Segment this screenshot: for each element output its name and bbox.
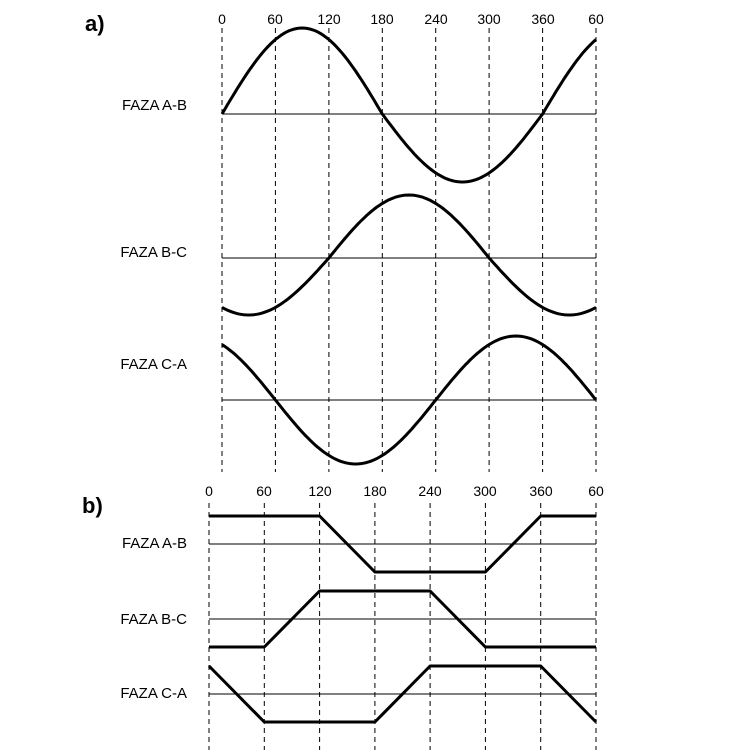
trace-a-faza-c-a [221,334,598,466]
panel-a-label-faza-c-a: FAZA C-A [120,356,187,373]
trace-a-faza-a-b [220,26,597,184]
panel-a-title: a) [85,11,105,36]
trace-b-faza-a-b [209,514,596,574]
panel-a-label-faza-a-b: FAZA A-B [121,97,187,114]
panel-b-x-tick-300: 300 [473,483,497,499]
panel-a-plot [220,26,598,472]
panel-a-x-tick-360: 360 [531,11,555,27]
panel-b-x-tick-240: 240 [418,483,442,499]
panel-a-x-tick-180: 180 [370,11,394,27]
panel-b-label-faza-c-a: FAZA C-A [120,685,187,702]
panel-b-title: b) [82,493,103,518]
panel-b-x-tick-180: 180 [363,483,387,499]
panel-a-x-tick-60: 60 [267,11,283,27]
panel-b-x-tick-120: 120 [308,483,332,499]
panel-b-x-tick-420: 60 [588,483,604,499]
trace-a-faza-b-c [221,193,597,317]
panel-b-plot [207,503,598,750]
panel-b-x-tick-360: 360 [529,483,553,499]
panel-b-label-faza-b-c: FAZA B-C [120,611,187,628]
panel-a-x-tick-240: 240 [424,11,448,27]
trace-b-faza-b-c [209,589,596,649]
panel-a-x-tick-420: 60 [588,11,604,27]
panel-a-x-tick-120: 120 [317,11,341,27]
panel-a-x-tick-300: 300 [477,11,501,27]
panel-b-x-tick-0: 0 [205,483,213,499]
panel-a-label-faza-b-c: FAZA B-C [120,244,187,261]
panel-a-x-tick-0: 0 [218,11,226,27]
trace-b-faza-c-a [207,664,598,724]
panel-b-x-tick-60: 60 [256,483,272,499]
panel-b-label-faza-a-b: FAZA A-B [121,535,187,552]
